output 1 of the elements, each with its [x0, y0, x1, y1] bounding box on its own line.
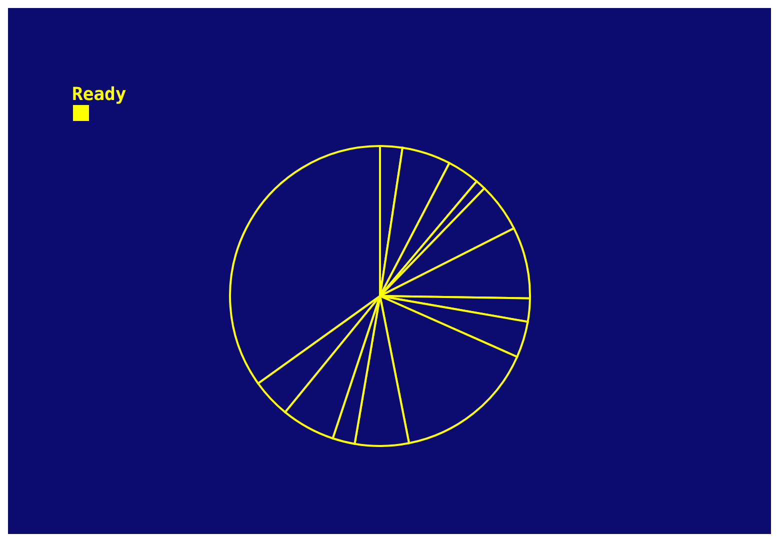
text: Ready [72, 84, 126, 105]
